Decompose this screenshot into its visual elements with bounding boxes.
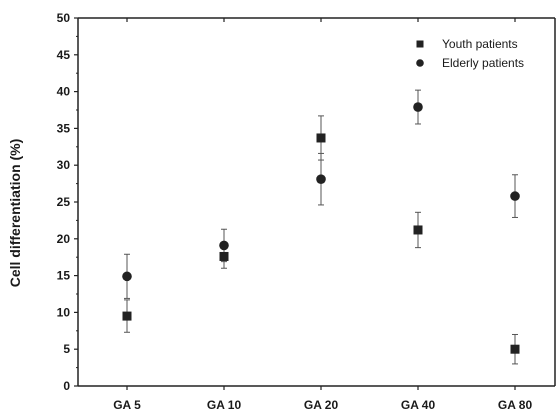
elderly-point (219, 240, 229, 251)
y-tick-label: 0 (63, 379, 70, 393)
x-tick-label: GA 40 (401, 398, 436, 412)
axes (77, 17, 556, 387)
elderly-point (510, 191, 520, 201)
youth-point (413, 225, 423, 235)
y-tick-label: 25 (57, 195, 71, 209)
legend: Youth patients Elderly patients (416, 37, 524, 70)
y-tick-label: 20 (57, 232, 71, 246)
y-tick-label: 30 (57, 158, 71, 172)
legend-youth-marker (416, 40, 424, 48)
elderly-point (122, 271, 132, 282)
youth-point (316, 133, 326, 143)
legend-label: Elderly patients (442, 56, 524, 70)
data-points (122, 102, 520, 354)
youth-point (122, 311, 132, 321)
x-tick-label: GA 10 (207, 398, 242, 412)
y-tick-label: 15 (57, 269, 71, 283)
legend-label: Youth patients (442, 37, 518, 51)
y-tick-label: 10 (57, 305, 71, 319)
y-axis-title: Cell differentiation (%) (7, 139, 23, 288)
youth-point (219, 251, 229, 261)
tick-marks (74, 17, 516, 390)
elderly-point (413, 102, 423, 112)
y-tick-labels: 0 5 10 15 20 25 30 35 40 45 50 (57, 11, 71, 393)
y-tick-label: 35 (57, 121, 71, 135)
x-tick-label: GA 5 (113, 398, 141, 412)
error-bars (124, 89, 518, 365)
youth-point (510, 344, 520, 354)
x-tick-label: GA 20 (304, 398, 339, 412)
legend-elderly-marker (416, 59, 424, 67)
y-tick-label: 45 (57, 48, 71, 62)
y-tick-label: 5 (63, 342, 70, 356)
x-tick-label: GA 80 (498, 398, 533, 412)
elderly-point (316, 174, 326, 184)
y-tick-label: 50 (57, 11, 71, 25)
x-tick-labels: GA 5 GA 10 GA 20 GA 40 GA 80 (113, 398, 532, 412)
y-tick-label: 40 (57, 85, 71, 99)
